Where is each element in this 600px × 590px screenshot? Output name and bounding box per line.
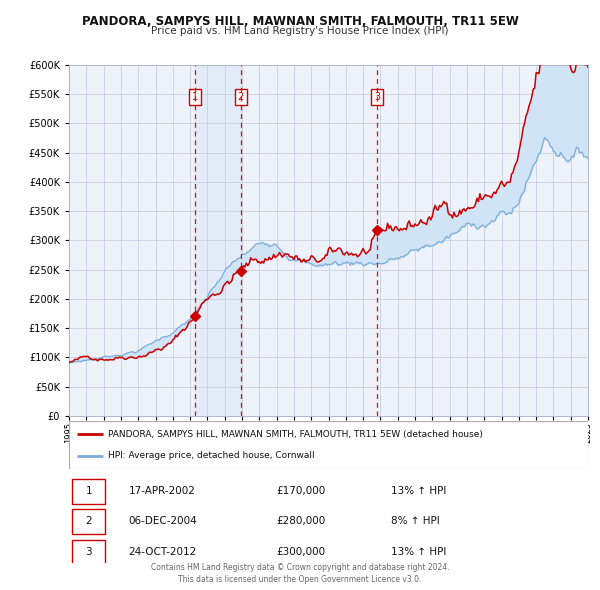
Text: £300,000: £300,000	[277, 546, 326, 556]
Text: 06-DEC-2004: 06-DEC-2004	[128, 516, 197, 526]
Text: £280,000: £280,000	[277, 516, 326, 526]
Text: PANDORA, SAMPYS HILL, MAWNAN SMITH, FALMOUTH, TR11 5EW (detached house): PANDORA, SAMPYS HILL, MAWNAN SMITH, FALM…	[108, 430, 483, 439]
Text: 2: 2	[238, 92, 244, 102]
Text: 17-APR-2002: 17-APR-2002	[128, 486, 196, 496]
Text: 13% ↑ HPI: 13% ↑ HPI	[391, 546, 446, 556]
Text: 3: 3	[374, 92, 380, 102]
Bar	[71, 479, 106, 504]
Bar	[71, 540, 106, 565]
Bar	[71, 510, 106, 534]
Text: 13% ↑ HPI: 13% ↑ HPI	[391, 486, 446, 496]
Text: 1: 1	[85, 486, 92, 496]
Text: Price paid vs. HM Land Registry's House Price Index (HPI): Price paid vs. HM Land Registry's House …	[151, 26, 449, 36]
Text: 2: 2	[85, 516, 92, 526]
Text: HPI: Average price, detached house, Cornwall: HPI: Average price, detached house, Corn…	[108, 451, 314, 460]
Bar	[195, 65, 241, 416]
Text: 3: 3	[85, 546, 92, 556]
Text: Contains HM Land Registry data © Crown copyright and database right 2024.
This d: Contains HM Land Registry data © Crown c…	[151, 563, 449, 584]
Text: 8% ↑ HPI: 8% ↑ HPI	[391, 516, 440, 526]
Text: 24-OCT-2012: 24-OCT-2012	[128, 546, 197, 556]
Text: 1: 1	[192, 92, 198, 102]
Text: PANDORA, SAMPYS HILL, MAWNAN SMITH, FALMOUTH, TR11 5EW: PANDORA, SAMPYS HILL, MAWNAN SMITH, FALM…	[82, 15, 518, 28]
Text: £170,000: £170,000	[277, 486, 326, 496]
